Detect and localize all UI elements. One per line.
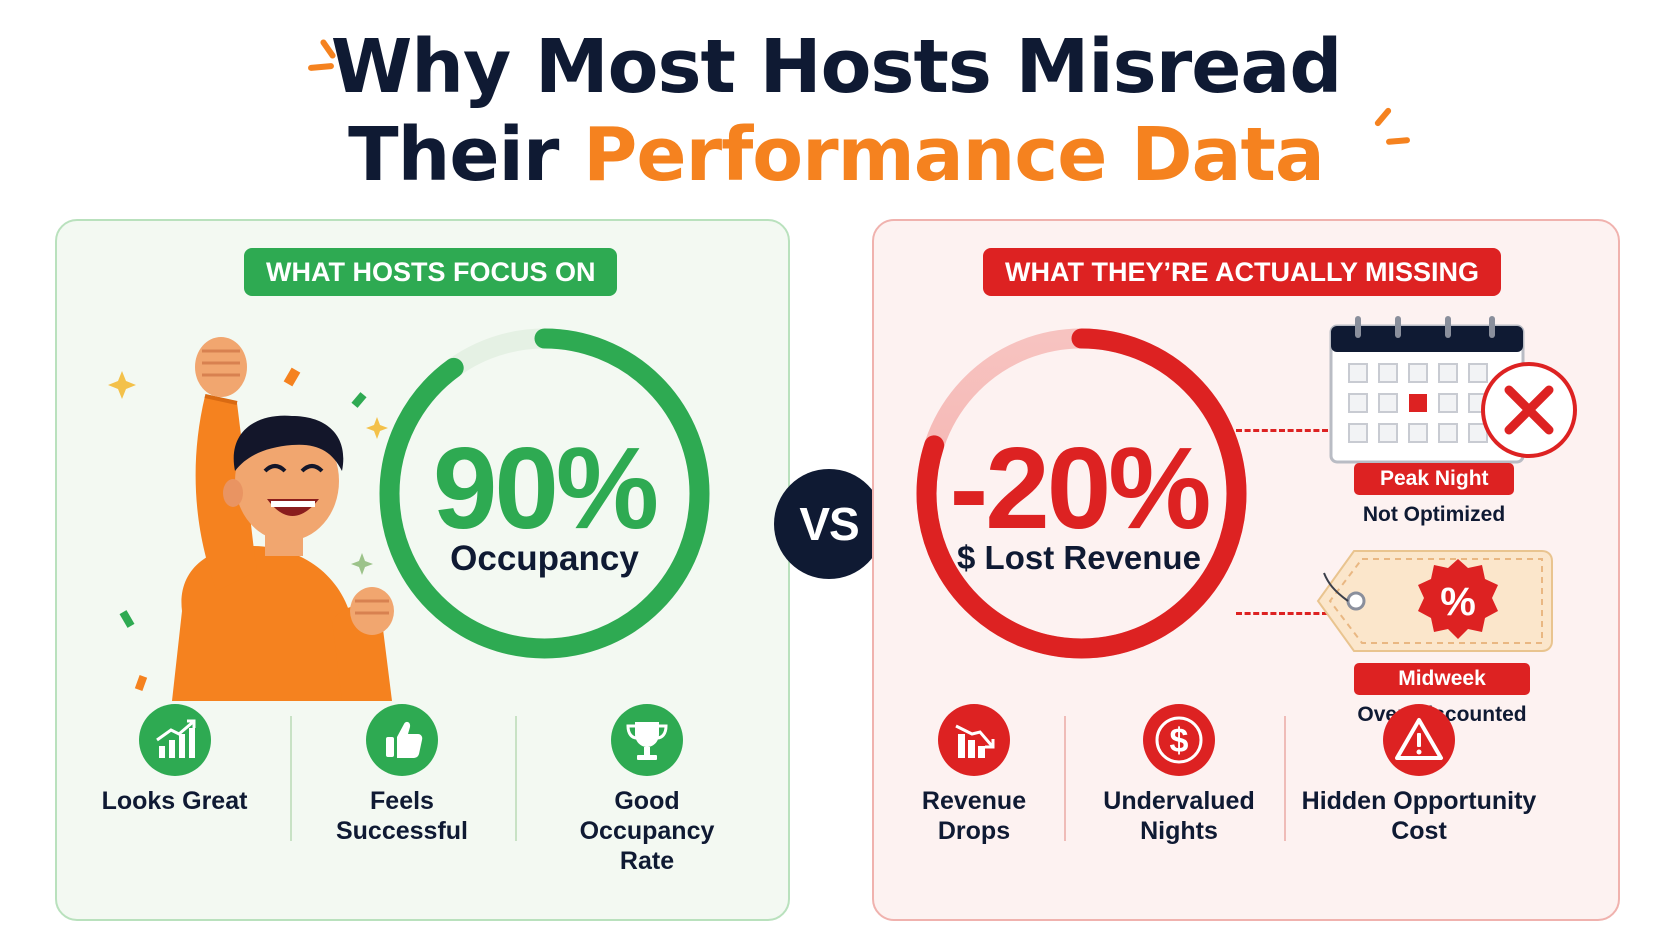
trophy-icon	[611, 704, 683, 776]
occupancy-ring	[379, 328, 710, 659]
feature-feels-successful: Feels Successful	[302, 704, 502, 846]
feature-divider	[290, 716, 292, 841]
callout-tag-peak-night: Peak Night	[1354, 463, 1514, 495]
page-title-line-2: Their Performance Data	[0, 110, 1672, 200]
callout-sub-not-optimized: Not Optimized	[1362, 503, 1506, 526]
callout-tag-midweek: Midweek	[1354, 663, 1530, 695]
focus-panel: WHAT HOSTS FOCUS ON	[55, 219, 790, 921]
svg-text:$: $	[1170, 722, 1189, 760]
feature-revenue-drops: Revenue Drops	[899, 704, 1049, 846]
occupancy-progress-arc	[379, 328, 710, 659]
missing-heading-pill: WHAT THEY’RE ACTUALLY MISSING	[983, 248, 1502, 296]
page-title-line-1: Why Most Hosts Misread	[330, 24, 1343, 110]
feature-divider	[515, 716, 517, 841]
calendar-x-icon	[1329, 316, 1577, 464]
lost-revenue-value: -20%	[949, 423, 1212, 553]
feature-divider	[1284, 716, 1286, 841]
title-dark-text: Their	[348, 112, 584, 198]
feature-label: Revenue Drops	[921, 787, 1027, 845]
dollar-icon: $	[1143, 704, 1215, 776]
feature-undervalued-nights: $ Undervalued Nights	[1074, 704, 1284, 846]
thumbs-up-icon	[366, 704, 438, 776]
occupancy-value: 90%	[432, 423, 659, 553]
vs-badge: VS	[774, 469, 884, 579]
feature-label: Hidden Opportunity Cost	[1301, 787, 1537, 845]
lost-revenue-progress-arc	[916, 328, 1247, 659]
title-accent-text: Performance Data	[583, 112, 1325, 198]
discount-tag-icon: %	[1316, 550, 1553, 652]
connector-line	[1236, 612, 1328, 615]
lost-revenue-label: $ Lost Revenue	[957, 539, 1201, 576]
declining-chart-icon	[938, 704, 1010, 776]
feature-label: Undervalued Nights	[1103, 787, 1255, 845]
missing-panel: WHAT THEY’RE ACTUALLY MISSING -20% $ Los…	[872, 219, 1620, 921]
lost-revenue-ring	[916, 328, 1247, 659]
svg-text:%: %	[1440, 580, 1476, 624]
connector-line	[1236, 429, 1328, 432]
growth-chart-icon	[138, 704, 211, 776]
feature-hidden-opportunity-cost: Hidden Opportunity Cost	[1294, 704, 1544, 846]
feature-good-occupancy-rate: Good Occupancy Rate	[527, 704, 767, 876]
celebrating-host-illustration	[108, 337, 394, 701]
feature-label: Feels Successful	[335, 787, 468, 845]
warning-icon	[1383, 704, 1455, 776]
focus-heading-pill: WHAT HOSTS FOCUS ON	[244, 248, 618, 296]
feature-divider	[1064, 716, 1066, 841]
occupancy-label: Occupancy	[450, 539, 639, 578]
feature-label: Looks Great	[101, 787, 248, 815]
feature-label: Good Occupancy Rate	[579, 787, 715, 875]
feature-looks-great: Looks Great	[87, 704, 262, 816]
